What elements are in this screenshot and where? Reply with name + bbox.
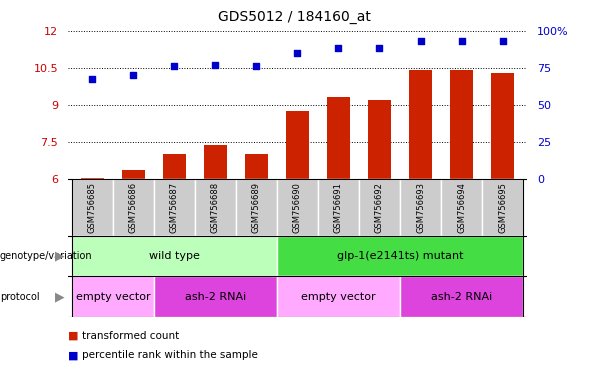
Text: GSM756689: GSM756689 <box>252 182 261 233</box>
Bar <box>113 179 154 236</box>
Text: GSM756687: GSM756687 <box>170 182 179 233</box>
Text: transformed count: transformed count <box>82 331 180 341</box>
Point <box>170 63 179 70</box>
Text: empty vector: empty vector <box>75 291 150 302</box>
Bar <box>318 179 359 236</box>
Text: GDS5012 / 184160_at: GDS5012 / 184160_at <box>218 10 371 23</box>
Bar <box>277 179 318 236</box>
Bar <box>72 276 154 317</box>
Bar <box>277 236 523 276</box>
Bar <box>72 236 277 276</box>
Text: glp-1(e2141ts) mutant: glp-1(e2141ts) mutant <box>337 251 463 262</box>
Bar <box>491 73 514 179</box>
Bar <box>327 97 350 179</box>
Text: ■: ■ <box>68 350 82 360</box>
Text: GSM756686: GSM756686 <box>129 182 138 233</box>
Text: GSM756690: GSM756690 <box>293 182 302 233</box>
Text: GSM756694: GSM756694 <box>457 182 466 233</box>
Bar <box>277 276 400 317</box>
Point <box>416 38 425 44</box>
Point <box>211 62 220 68</box>
Point <box>88 76 97 82</box>
Text: wild type: wild type <box>149 251 200 262</box>
Text: ▶: ▶ <box>55 290 65 303</box>
Bar <box>154 276 277 317</box>
Bar <box>122 170 145 179</box>
Text: genotype/variation: genotype/variation <box>0 251 92 262</box>
Text: GSM756692: GSM756692 <box>375 182 384 233</box>
Text: GSM756691: GSM756691 <box>334 182 343 233</box>
Bar <box>154 179 195 236</box>
Text: percentile rank within the sample: percentile rank within the sample <box>82 350 259 360</box>
Text: empty vector: empty vector <box>301 291 376 302</box>
Text: protocol: protocol <box>0 291 39 302</box>
Bar <box>163 154 186 179</box>
Bar <box>368 100 391 179</box>
Text: GSM756685: GSM756685 <box>88 182 97 233</box>
Point <box>457 38 466 44</box>
Bar <box>482 179 523 236</box>
Text: ash-2 RNAi: ash-2 RNAi <box>431 291 492 302</box>
Bar <box>286 111 309 179</box>
Bar <box>245 154 268 179</box>
Text: ▶: ▶ <box>55 250 65 263</box>
Bar <box>441 179 482 236</box>
Bar <box>195 179 236 236</box>
Bar <box>236 179 277 236</box>
Bar <box>359 179 400 236</box>
Text: GSM756688: GSM756688 <box>211 182 220 233</box>
Point <box>293 50 302 56</box>
Text: ash-2 RNAi: ash-2 RNAi <box>185 291 246 302</box>
Bar <box>81 178 104 179</box>
Point <box>375 45 384 51</box>
Point <box>128 72 138 78</box>
Bar <box>400 179 441 236</box>
Point <box>334 45 343 51</box>
Bar <box>400 276 523 317</box>
Text: ■: ■ <box>68 331 82 341</box>
Bar <box>72 179 113 236</box>
Bar <box>409 70 432 179</box>
Text: GSM756695: GSM756695 <box>498 182 507 233</box>
Point <box>498 38 507 44</box>
Bar <box>450 70 473 179</box>
Bar <box>204 145 227 179</box>
Text: GSM756693: GSM756693 <box>416 182 425 233</box>
Point <box>252 63 261 70</box>
